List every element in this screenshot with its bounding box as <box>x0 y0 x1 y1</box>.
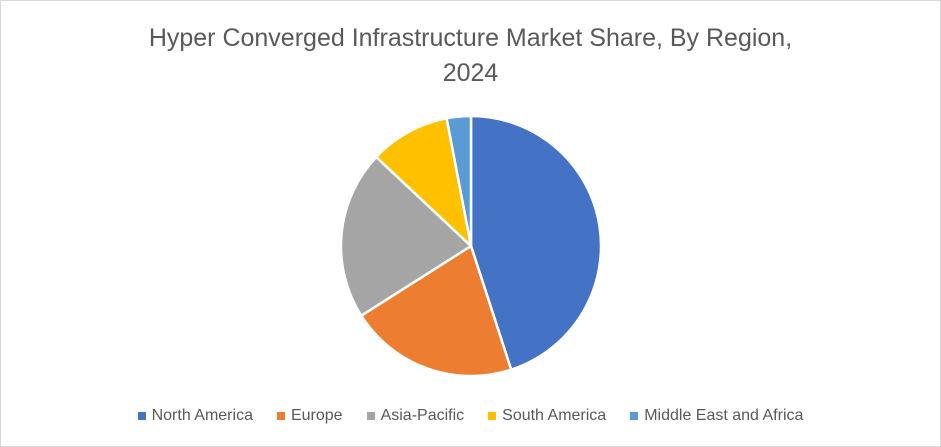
legend-item-north-america: North America <box>137 407 253 425</box>
legend-swatch-asia-pacific <box>366 412 375 420</box>
chart-title-line-2: 2024 <box>442 59 499 87</box>
pie-slice-north-america <box>469 114 603 371</box>
pie-slice-south-america <box>374 117 473 248</box>
chart-legend: North America Europe Asia-Pacific South Ame… <box>1 404 940 428</box>
legend-swatch-europe <box>276 412 285 420</box>
legend-item-europe: Europe <box>276 407 343 425</box>
legend-item-south-america: South America <box>488 407 606 425</box>
legend-label-europe: Europe <box>290 407 343 424</box>
chart-title: Hyper Converged Infrastructure Market Sh… <box>1 21 940 91</box>
legend-item-middle-east-and-africa: Middle East and Africa <box>630 407 803 425</box>
legend-item-asia-pacific: Asia-Pacific <box>366 407 465 425</box>
pie-slice-europe <box>359 244 513 378</box>
legend-swatch-middle-east-and-africa <box>630 412 639 420</box>
legend-label-north-america: North America <box>151 407 253 424</box>
legend-label-south-america: South America <box>502 407 607 424</box>
legend-swatch-north-america <box>137 412 146 420</box>
legend-swatch-south-america <box>488 412 497 420</box>
chart-title-line-1: Hyper Converged Infrastructure Market Sh… <box>148 24 793 52</box>
legend-label-asia-pacific: Asia-Pacific <box>380 407 465 424</box>
pie-slice-middle-east-and-africa <box>445 114 473 248</box>
pie-slice-asia-pacific <box>339 155 473 317</box>
legend-label-middle-east-and-africa: Middle East and Africa <box>644 407 804 424</box>
